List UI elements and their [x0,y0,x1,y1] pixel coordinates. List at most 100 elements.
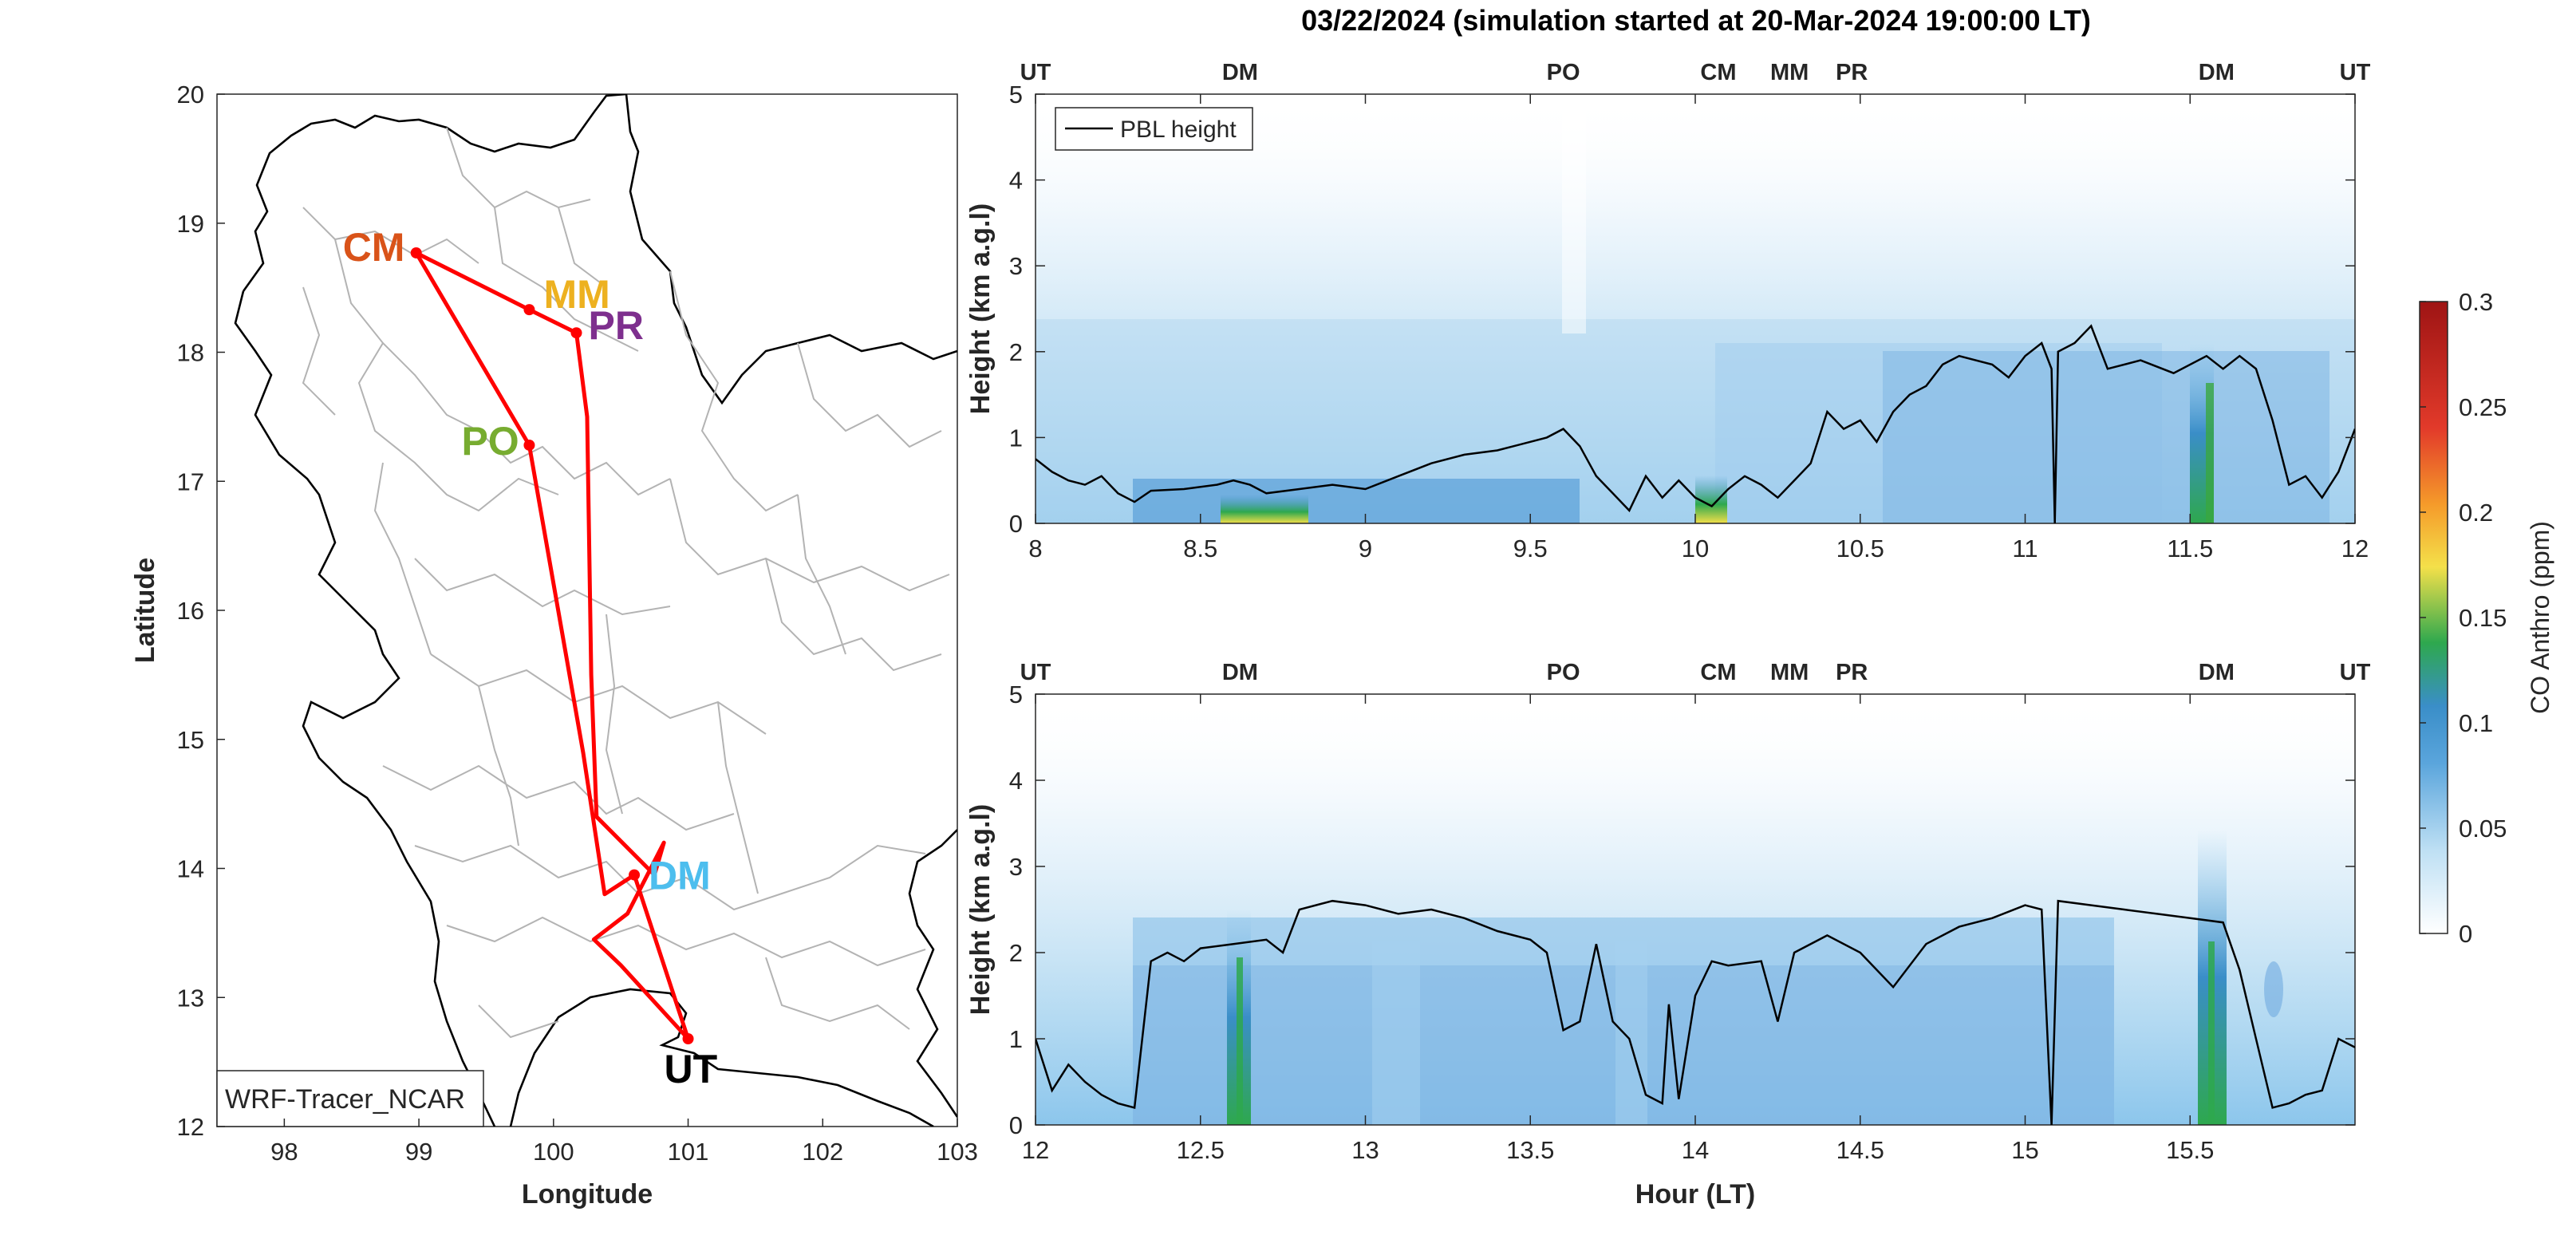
top-waypoint-markers: UT DM PO CM MM PR DM UT [1020,60,2371,85]
top-x-ticks: 8 8.5 9 9.5 10 10.5 11 11.5 12 [1028,94,2369,562]
x-tick-label: 10.5 [1836,535,1884,562]
marker-po: PO [1547,660,1580,685]
source-label-box [216,1070,484,1127]
y-tick-label: 4 [1009,767,1023,795]
waypoint-dot-po [523,439,535,451]
waypoint-label-ut: UT [665,1047,718,1091]
map-x-tick-label: 98 [270,1138,298,1166]
x-tick-label: 10 [1682,535,1709,562]
y-tick-label: 2 [1009,338,1023,366]
waypoint-dot-pr [570,327,582,339]
marker-cm: CM [1700,60,1736,85]
colorbar-tick-label: 0.1 [2459,709,2493,737]
bottom-y-axis-label: Height (km a.g.l) [965,804,996,1015]
country-outline [234,94,957,1127]
x-tick-label: 14.5 [1836,1136,1884,1164]
map-y-tick-label: 20 [177,81,204,109]
bottom-waypoint-markers: UT DM PO CM MM PR DM UT [1020,660,2371,685]
figure-title: 03/22/2024 (simulation started at 20-Mar… [1301,4,2091,37]
y-tick-label: 0 [1009,1111,1023,1139]
top-legend: PBL height [1055,107,1253,151]
waypoint-label-po: PO [461,419,519,464]
y-tick-label: 5 [1009,81,1023,109]
marker-ut: UT [2340,60,2371,85]
y-tick-label: 1 [1009,1025,1023,1053]
map-y-tick-label: 15 [177,726,204,754]
map-y-tick-label: 19 [177,210,204,238]
y-tick-label: 2 [1009,939,1023,967]
waypoint-dot-ut [682,1033,694,1045]
x-tick-label: 13.5 [1506,1136,1554,1164]
map-x-tick-label: 103 [937,1138,978,1166]
y-tick-label: 3 [1009,853,1023,881]
y-tick-label: 1 [1009,424,1023,452]
waypoint-label-pr: PR [589,303,644,348]
colorbar-label: CO Anthro (ppm) [2526,521,2554,714]
map-x-tick-label: 99 [405,1138,432,1166]
map-y-tick-label: 13 [177,984,204,1012]
x-tick-label: 12 [2341,535,2369,562]
map-x-tick-label: 100 [533,1138,574,1166]
waypoint-label-mm: MM [543,272,609,317]
map-y-axis-label: Latitude [130,558,160,663]
colorbar-tick-label: 0 [2459,920,2472,948]
top-y-ticks: 0 1 2 3 4 5 [1009,81,2355,538]
y-tick-label: 3 [1009,252,1023,280]
bottom-x-axis-label: Hour (LT) [1635,1179,1755,1210]
map-y-ticks: 12 13 14 15 16 17 18 19 20 [177,81,225,1141]
colorbar-tick-label: 0.2 [2459,499,2493,527]
marker-dm: DM [1222,660,1258,685]
bottom-pbl-line [1036,899,2355,1125]
x-tick-label: 8 [1028,535,1042,562]
bottom-x-ticks: 12 12.5 13 13.5 14 14.5 15 15.5 [1022,694,2214,1164]
marker-mm: MM [1770,660,1809,685]
colorbar-tick-label: 0.25 [2459,393,2507,421]
top-pbl-line [1036,324,2355,523]
map-frame [216,93,958,1127]
x-tick-label: 9 [1359,535,1372,562]
y-tick-label: 0 [1009,510,1023,538]
colorbar-tick-label: 0.05 [2459,815,2507,843]
map-x-axis-label: Longitude [522,1179,653,1210]
x-tick-label: 9.5 [1513,535,1548,562]
marker-ut: UT [2340,660,2371,685]
flight-track-line [414,251,690,1040]
colorbar-tick-label: 0.3 [2459,288,2493,316]
waypoint-dot-mm [523,304,535,316]
x-tick-label: 11 [2012,535,2038,562]
top-panel: PBL height 8 8.5 9 9.5 10 10.5 11 11.5 12 012345… [965,60,2371,562]
map-x-tick-label: 101 [668,1138,709,1166]
waypoint-dot-dm [629,869,641,881]
marker-mm: MM [1770,60,1809,85]
x-tick-label: 13 [1351,1136,1379,1164]
marker-dm: DM [2199,60,2235,85]
marker-pr: PR [1836,660,1868,685]
map-y-tick-label: 14 [177,855,204,883]
x-tick-label: 11.5 [2167,535,2213,562]
x-tick-label: 15.5 [2166,1136,2214,1164]
waypoint-label-dm: DM [649,854,711,898]
map-y-tick-label: 18 [177,339,204,367]
source-label: WRF-Tracer_NCAR [225,1084,465,1115]
colorbar: 0 0.05 0.1 0.15 0.2 0.25 0.3 CO Anthro (ppm) [2419,288,2554,948]
marker-cm: CM [1700,660,1736,685]
waypoint-dot-cm [410,247,422,258]
marker-ut: UT [1020,660,1051,685]
bottom-y-ticks: 0 1 2 3 4 5 [1009,681,2355,1139]
top-y-axis-label: Height (km a.g.l) [965,203,996,414]
marker-dm: DM [2199,660,2235,685]
map-y-tick-label: 17 [177,468,204,495]
x-tick-label: 8.5 [1183,535,1217,562]
marker-po: PO [1547,60,1580,85]
x-tick-label: 12.5 [1177,1136,1225,1164]
map-x-ticks: 98 99 100 101 102 103 [270,1119,978,1166]
top-heatmap [1036,94,2355,523]
x-tick-label: 15 [2011,1136,2038,1164]
marker-dm: DM [1222,60,1258,85]
colorbar-ticks: 0 0.05 0.1 0.15 0.2 0.25 0.3 [2420,288,2507,948]
y-tick-label: 4 [1009,167,1023,195]
